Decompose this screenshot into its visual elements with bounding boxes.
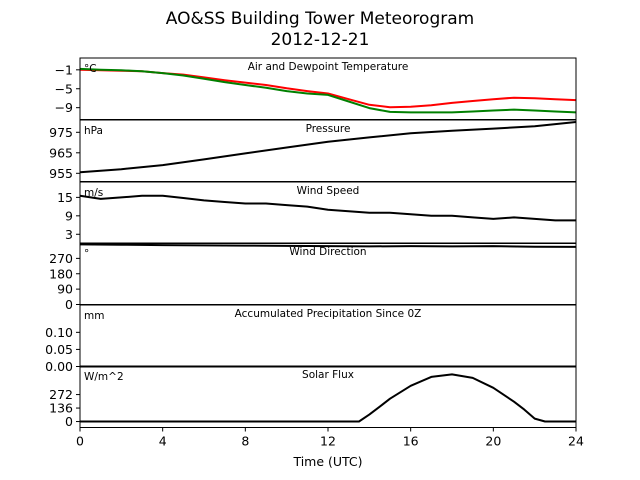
x-axis: 0 4 8 12 16 20 24 [76,434,584,449]
y-tick-label-wind_direction-1: 90 [57,282,73,297]
y-tick-label-wind_direction-2: 180 [49,266,73,281]
panel-title-pressure: Pressure [306,123,351,135]
panel-wind_speed: Wind Speed m/s 3 9 15 [57,181,577,244]
x-tick-label-1: 4 [159,434,167,449]
y-tick-label-temperature-2: −9 [55,100,73,115]
y-tick-label-precipitation-0: 0.00 [45,359,73,374]
series-line-temperature-1 [79,67,577,114]
y-tick-label-pressure-0: 955 [49,166,73,181]
y-tick-label-pressure-2: 975 [49,125,73,140]
series-line-wind_direction-0 [79,243,577,248]
y-tick-label-wind_speed-0: 3 [65,227,73,242]
y-tick-label-wind_direction-3: 270 [49,251,73,266]
unit-label-precipitation: mm [84,310,104,322]
series-line-temperature-0 [79,68,577,109]
y-tick-label-solar_flux-2: 272 [49,387,73,402]
series-line-solar_flux-0 [80,373,576,423]
y-tick-label-wind_direction-0: 0 [65,297,73,312]
y-tick-label-wind_speed-2: 15 [57,190,73,205]
x-tick-label-4: 16 [403,434,419,449]
x-tick-label-3: 12 [320,434,336,449]
panel-title-solar_flux: Solar Flux [302,369,354,381]
y-tick-label-precipitation-2: 0.10 [45,325,73,340]
panel-title-wind_direction: Wind Direction [289,246,366,258]
x-axis-label: Time (UTC) [292,454,362,469]
panel-temperature: Air and Dewpoint Temperature °C −1 −5 −9 [55,57,577,120]
panel-pressure: Pressure hPa 955 965 975 [49,119,577,182]
panel-title-wind_speed: Wind Speed [297,185,360,197]
x-tick-label-2: 8 [241,434,249,449]
figure-title: AO&SS Building Tower Meteorogram [166,9,474,29]
y-tick-label-wind_speed-1: 9 [65,208,73,223]
unit-label-pressure: hPa [84,125,103,137]
chart-panels: Air and Dewpoint Temperature °C −1 −5 −9 Pres… [45,57,584,449]
x-tick-label-5: 20 [485,434,501,449]
y-tick-label-temperature-1: −5 [55,81,73,96]
series-line-pressure-0 [79,121,577,174]
figure-subtitle-date: 2012-12-21 [271,30,370,50]
y-tick-label-solar_flux-0: 0 [65,414,73,429]
unit-label-wind_speed: m/s [84,187,103,199]
panel-title-precipitation: Accumulated Precipitation Since 0Z [235,308,422,320]
x-tick-label-6: 24 [568,434,584,449]
y-tick-label-precipitation-1: 0.05 [45,342,73,357]
y-tick-label-pressure-1: 965 [49,145,73,160]
unit-label-wind_direction: ° [84,248,89,260]
panel-title-temperature: Air and Dewpoint Temperature [248,61,409,73]
x-tick-label-0: 0 [76,434,84,449]
unit-label-temperature: °C [84,63,97,75]
y-tick-label-solar_flux-1: 136 [49,401,73,416]
y-tick-label-temperature-0: −1 [55,62,73,77]
unit-label-solar_flux: W/m^2 [84,371,124,383]
series-line-wind_speed-0 [79,194,576,222]
panel-precipitation: Accumulated Precipitation Since 0Z mm 0.00… [45,304,577,374]
